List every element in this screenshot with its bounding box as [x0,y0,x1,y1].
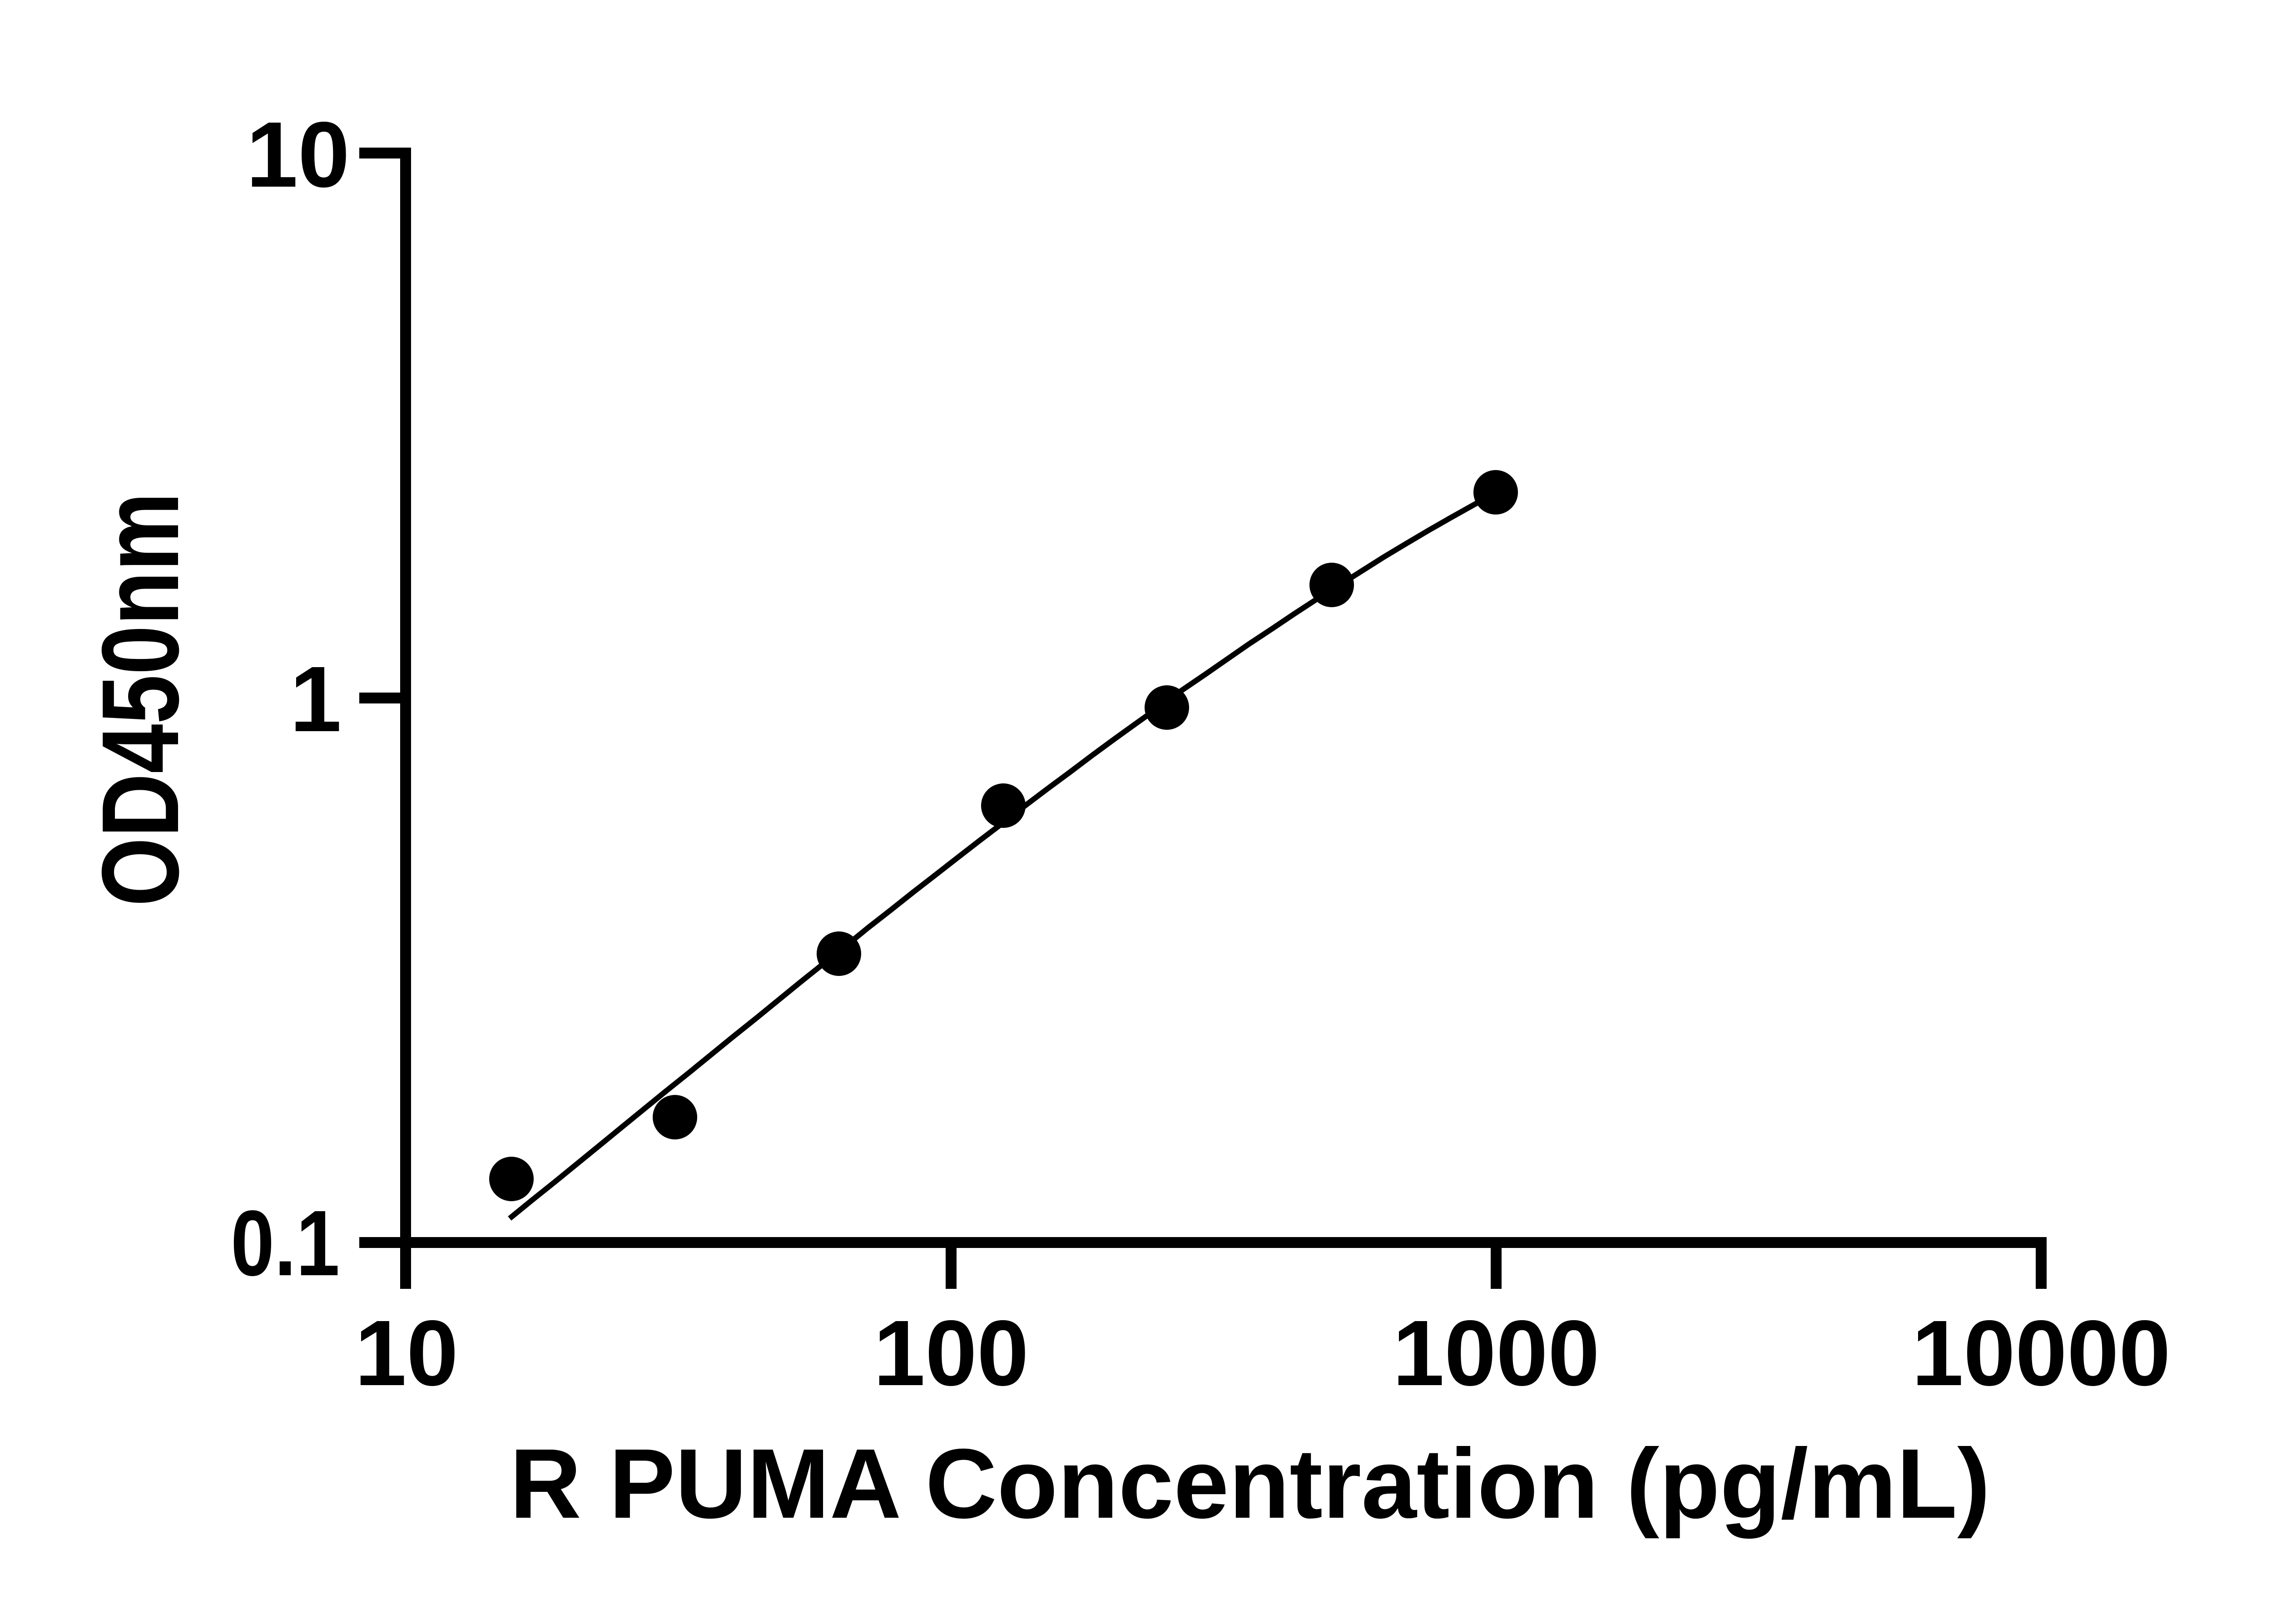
svg-text:10: 10 [355,1301,458,1405]
svg-text:100: 100 [873,1301,1029,1405]
svg-text:1000: 1000 [1393,1301,1600,1405]
svg-text:0.1: 0.1 [231,1191,340,1295]
svg-text:10000: 10000 [1912,1301,2171,1405]
svg-text:10: 10 [246,103,350,207]
svg-text:1: 1 [290,647,342,751]
svg-text:R PUMA Concentration (pg/mL): R PUMA Concentration (pg/mL) [510,1429,1990,1539]
svg-text:OD450nm: OD450nm [79,492,202,906]
